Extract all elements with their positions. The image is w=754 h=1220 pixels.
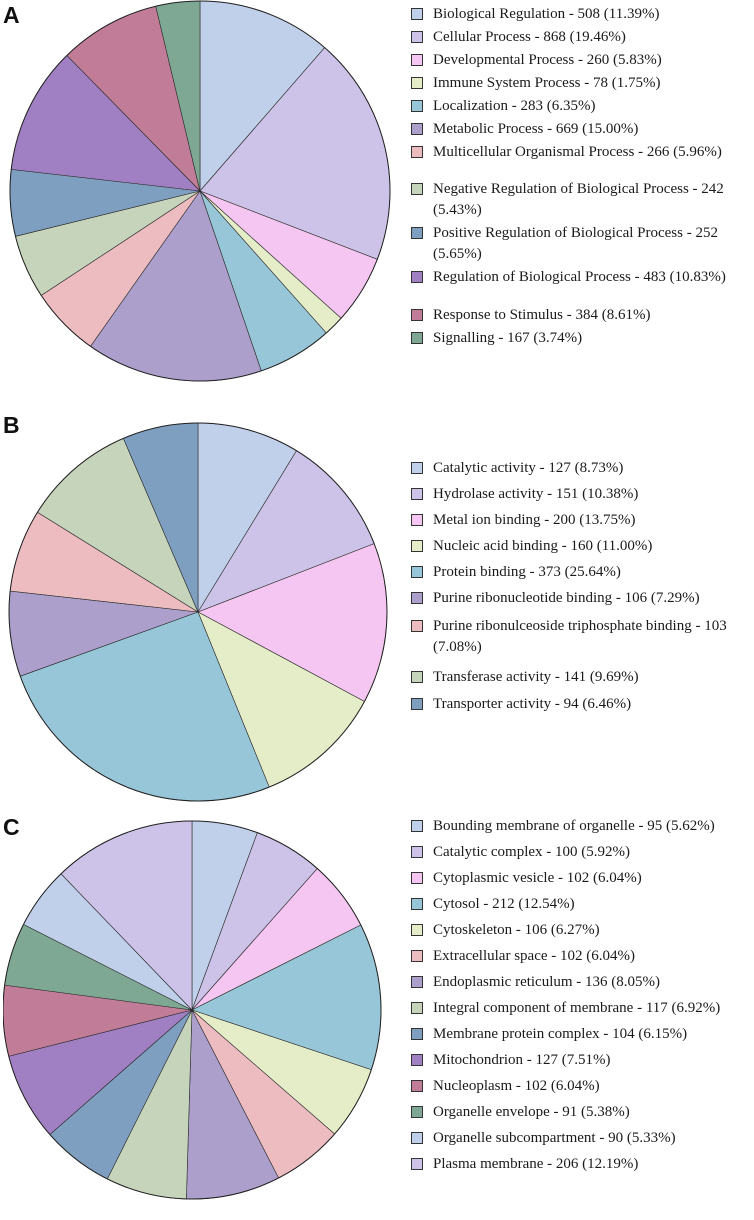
legend-swatch <box>411 77 423 89</box>
legend-swatch <box>411 271 423 283</box>
legend-swatch <box>411 514 423 526</box>
legend-swatch <box>411 1132 423 1144</box>
legend-label: Immune System Process - 78 (1.75%) <box>433 75 661 91</box>
legend-swatch <box>411 123 423 135</box>
legend-swatch <box>411 1054 423 1066</box>
legend-swatch <box>411 8 423 20</box>
legend-label: Plasma membrane - 206 (12.19%) <box>433 1156 639 1172</box>
legend-swatch <box>411 31 423 43</box>
legend-label: Biological Regulation - 508 (11.39%) <box>433 6 660 22</box>
legend-label: Nucleic acid binding - 160 (11.00%) <box>433 538 653 554</box>
legend-label: Organelle subcompartment - 90 (5.33%) <box>433 1130 676 1146</box>
legend-label: Cytoplasmic vesicle - 102 (6.04%) <box>433 870 642 886</box>
legend-swatch <box>411 54 423 66</box>
legend-swatch <box>411 183 423 195</box>
panel-b: B Catalytic activity - 127 (8.73%) Hydrol… <box>0 410 754 802</box>
legend-swatch <box>411 671 423 683</box>
legend-swatch <box>411 698 423 710</box>
legend-swatch <box>411 620 423 632</box>
legend-swatch <box>411 950 423 962</box>
panel-a: A Biological Regulation - 508 (11.39%) Ce… <box>0 0 754 395</box>
pie-chart-a <box>9 0 391 382</box>
legend-label: Signalling - 167 (3.74%) <box>433 330 583 346</box>
legend-label: Organelle envelope - 91 (5.38%) <box>433 1104 630 1120</box>
legend-label: Catalytic complex - 100 (5.92%) <box>433 844 631 860</box>
panel-label-b: B <box>3 412 20 438</box>
legend-swatch <box>411 309 423 321</box>
legend-label: Metabolic Process - 669 (15.00%) <box>433 121 639 137</box>
legend-swatch <box>411 820 423 832</box>
legend-label: Integral component of membrane - 117 (6.… <box>433 1000 721 1016</box>
legend-swatch <box>411 488 423 500</box>
legend-swatch <box>411 1106 423 1118</box>
legend-swatch <box>411 924 423 936</box>
pie-outline <box>3 820 382 1200</box>
legend-label: Regulation of Biological Process - 483 (… <box>433 269 726 285</box>
legend-label: Hydrolase activity - 151 (10.38%) <box>433 486 639 502</box>
legend-label: Positive Regulation of Biological Proces… <box>433 225 718 262</box>
legend-swatch <box>411 1080 423 1092</box>
legend-label: Localization - 283 (6.35%) <box>433 98 596 114</box>
legend-swatch <box>411 540 423 552</box>
legend-label: Mitochondrion - 127 (7.51%) <box>433 1052 611 1068</box>
legend-swatch <box>411 898 423 910</box>
legend-swatch <box>411 976 423 988</box>
legend-swatch <box>411 332 423 344</box>
legend-label: Protein binding - 373 (25.64%) <box>433 564 621 580</box>
legend-label: Negative Regulation of Biological Proces… <box>433 181 724 218</box>
legend-label: Endoplasmic reticulum - 136 (8.05%) <box>433 974 661 990</box>
legend-swatch <box>411 1028 423 1040</box>
legend-label: Metal ion binding - 200 (13.75%) <box>433 512 636 528</box>
pie-chart-c <box>3 820 382 1200</box>
legend-label: Cellular Process - 868 (19.46%) <box>433 29 626 45</box>
legend-swatch <box>411 100 423 112</box>
legend-label: Nucleoplasm - 102 (6.04%) <box>433 1078 600 1094</box>
legend-swatch <box>411 846 423 858</box>
legend-label: Transferase activity - 141 (9.69%) <box>433 669 639 685</box>
pie-outline <box>8 422 388 802</box>
legend-label: Catalytic activity - 127 (8.73%) <box>433 460 624 476</box>
panel-label-c: C <box>3 814 20 840</box>
legend-label: Extracellular space - 102 (6.04%) <box>433 948 635 964</box>
legend-swatch <box>411 462 423 474</box>
legend-swatch <box>411 592 423 604</box>
pie-outline <box>9 0 391 382</box>
legend-label: Cytoskeleton - 106 (6.27%) <box>433 922 600 938</box>
legend-swatch <box>411 872 423 884</box>
legend-swatch <box>411 227 423 239</box>
legend-label: Bounding membrane of organelle - 95 (5.6… <box>433 818 715 834</box>
legend-label: Purine ribonucleotide binding - 106 (7.2… <box>433 590 700 606</box>
legend-swatch <box>411 1002 423 1014</box>
legend-label: Transporter activity - 94 (6.46%) <box>433 696 632 712</box>
legend-label: Response to Stimulus - 384 (8.61%) <box>433 307 651 323</box>
legend-label: Developmental Process - 260 (5.83%) <box>433 52 662 68</box>
pie-chart-b <box>8 422 388 802</box>
legend-label: Membrane protein complex - 104 (6.15%) <box>433 1026 688 1042</box>
legend-label: Purine ribonulceoside triphosphate bindi… <box>433 618 727 655</box>
panel-label-a: A <box>3 2 20 28</box>
panel-c: C Bounding membrane of organelle - 95 (5… <box>0 812 754 1220</box>
legend-swatch <box>411 566 423 578</box>
legend-swatch <box>411 146 423 158</box>
legend-label: Multicellular Organismal Process - 266 (… <box>433 144 722 160</box>
legend-swatch <box>411 1158 423 1170</box>
legend-label: Cytosol - 212 (12.54%) <box>433 896 575 912</box>
